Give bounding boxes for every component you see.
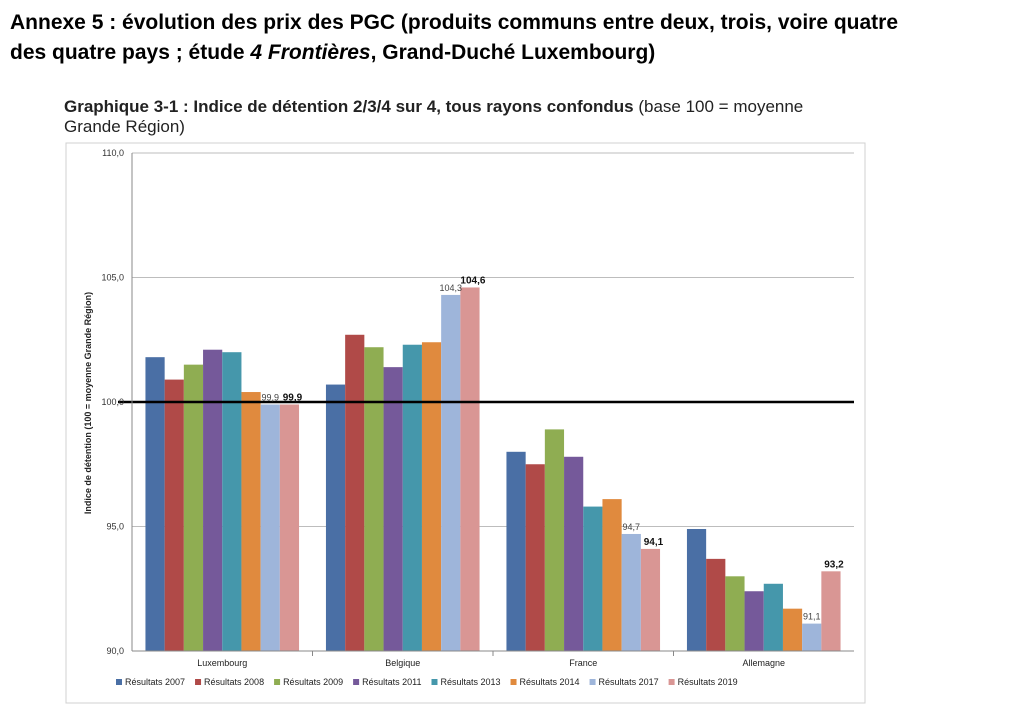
bar (782, 608, 803, 651)
legend-swatch (431, 679, 438, 685)
legend-entry: Résultats 2017 (599, 677, 659, 687)
legend-entry: Résultats 2007 (125, 677, 185, 687)
bar (802, 623, 822, 651)
bar (821, 571, 841, 651)
legend-swatch (353, 679, 360, 685)
bar (325, 384, 346, 651)
data-label: 94,7 (622, 522, 640, 532)
legend-swatch (668, 679, 675, 685)
bar (222, 352, 242, 651)
bar (686, 528, 707, 651)
bar (241, 392, 261, 651)
legend-swatch (510, 679, 517, 685)
x-tick-label: Belgique (385, 658, 420, 668)
bar (260, 404, 280, 651)
legend-entry: Résultats 2009 (283, 677, 343, 687)
bar (525, 464, 545, 651)
bar (602, 499, 622, 651)
chart-frame (65, 142, 866, 704)
chart-subtitle: (base 100 = moyenne Grande Région) (64, 97, 804, 136)
x-tick-label: Luxembourg (197, 658, 247, 668)
bar (441, 294, 461, 651)
legend-swatch (274, 679, 281, 685)
annex-title: Annexe 5 : évolution des prix des PGC (p… (10, 8, 1030, 68)
y-tick-label: 100,0 (101, 397, 124, 407)
bar (279, 404, 300, 651)
bar (460, 287, 480, 651)
bar (145, 357, 165, 651)
y-tick-label: 105,0 (101, 273, 124, 283)
bar (164, 379, 184, 651)
bar (383, 367, 403, 651)
bar (544, 429, 565, 651)
bar (345, 334, 365, 651)
legend-swatch (116, 679, 122, 685)
legend: Résultats 2007 Résultats 2008 Résultats 20… (116, 677, 738, 687)
y-tick-label: 110,0 (102, 148, 124, 158)
data-label: 99,9 (283, 392, 303, 403)
y-tick-label: 90,0 (106, 646, 124, 656)
bar (506, 451, 526, 651)
annex-title-line-2: des quatre pays ; étude 4 Frontières, Gr… (10, 38, 1030, 68)
bar (706, 558, 726, 651)
x-tick-label: Allemagne (742, 658, 785, 668)
data-label: 93,2 (824, 559, 844, 570)
bar (621, 533, 641, 651)
legend-entry: Résultats 2013 (440, 677, 500, 687)
bar (763, 583, 783, 651)
annex-title-line-1: Annexe 5 : évolution des prix des PGC (p… (10, 11, 899, 34)
bar (421, 342, 442, 651)
chart-title-block: Graphique 3-1 : Indice de détention 2/3/… (64, 97, 864, 137)
bar (364, 347, 384, 651)
legend-entry: Résultats 2014 (520, 677, 580, 687)
bar (402, 344, 422, 651)
bar (725, 576, 745, 651)
data-label: 104,3 (439, 283, 462, 293)
bar (583, 506, 603, 651)
legend-entry: Résultats 2019 (678, 677, 738, 687)
annex-title-part-a: des quatre pays ; étude (10, 41, 251, 64)
y-axis-label: Indice de détention (100 = moyenne Grand… (83, 292, 93, 514)
chart-title: Graphique 3-1 : Indice de détention 2/3/… (64, 97, 634, 116)
data-label: 94,1 (644, 537, 664, 548)
legend-swatch (195, 679, 202, 685)
y-tick-label: 95,0 (106, 522, 124, 532)
axes: 90,0 95,0 100,0 105,0 110,0 Luxembourg Belgiqu… (101, 148, 854, 668)
legend-entry: Résultats 2011 (362, 677, 421, 687)
bar (744, 591, 764, 651)
bar (640, 548, 661, 651)
annex-title-study-name: 4 Frontières (250, 41, 371, 64)
x-tick-label: France (569, 658, 597, 668)
bars (145, 287, 841, 651)
annex-title-part-c: , Grand-Duché Luxembourg) (370, 41, 656, 64)
bar (564, 456, 584, 651)
legend-entry: Résultats 2008 (204, 677, 264, 687)
data-label: 104,6 (460, 275, 485, 286)
data-label: 91,1 (803, 612, 821, 622)
data-label: 99,9 (261, 392, 279, 402)
bar (183, 364, 204, 651)
bar (203, 349, 223, 651)
legend-swatch (589, 679, 596, 685)
